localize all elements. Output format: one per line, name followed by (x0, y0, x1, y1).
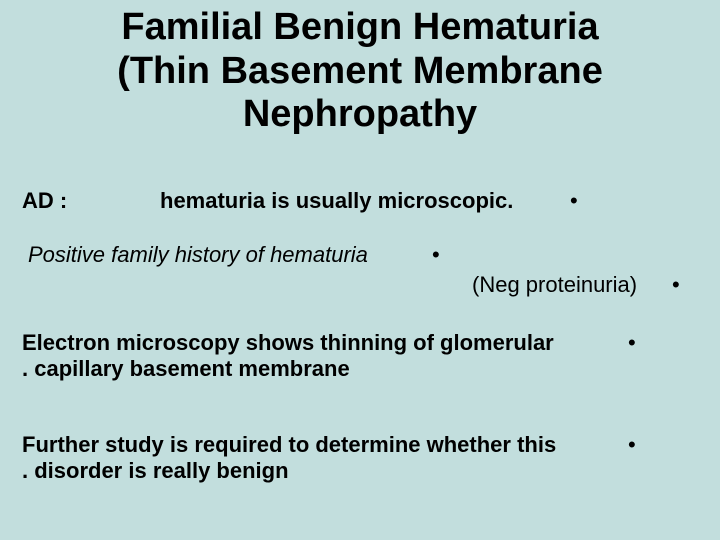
p5-line1: Further study is required to determine w… (22, 432, 556, 457)
title-line-3: Nephropathy (243, 93, 477, 135)
bullet-icon: • (570, 188, 578, 214)
bullet-icon: • (672, 272, 680, 298)
p4-line2: . capillary basement membrane (22, 356, 350, 381)
p3-text: (Neg proteinuria) (472, 272, 637, 297)
p2-text: Positive family history of hematuria (28, 242, 368, 267)
p1-text: hematuria is usually microscopic. (160, 188, 513, 213)
p5-line2: . disorder is really benign (22, 458, 289, 483)
title-line-2: (Thin Basement Membrane (117, 50, 603, 92)
bullet-icon: • (432, 242, 440, 268)
p1-prefix: AD : (22, 188, 67, 213)
bullet-icon: • (628, 330, 636, 356)
slide-title: Familial Benign Hematuria (Thin Basement… (0, 0, 720, 137)
slide: Familial Benign Hematuria (Thin Basement… (0, 0, 720, 540)
p4-line1: Electron microscopy shows thinning of gl… (22, 330, 554, 355)
title-line-1: Familial Benign Hematuria (121, 6, 598, 48)
bullet-icon: • (628, 432, 636, 458)
